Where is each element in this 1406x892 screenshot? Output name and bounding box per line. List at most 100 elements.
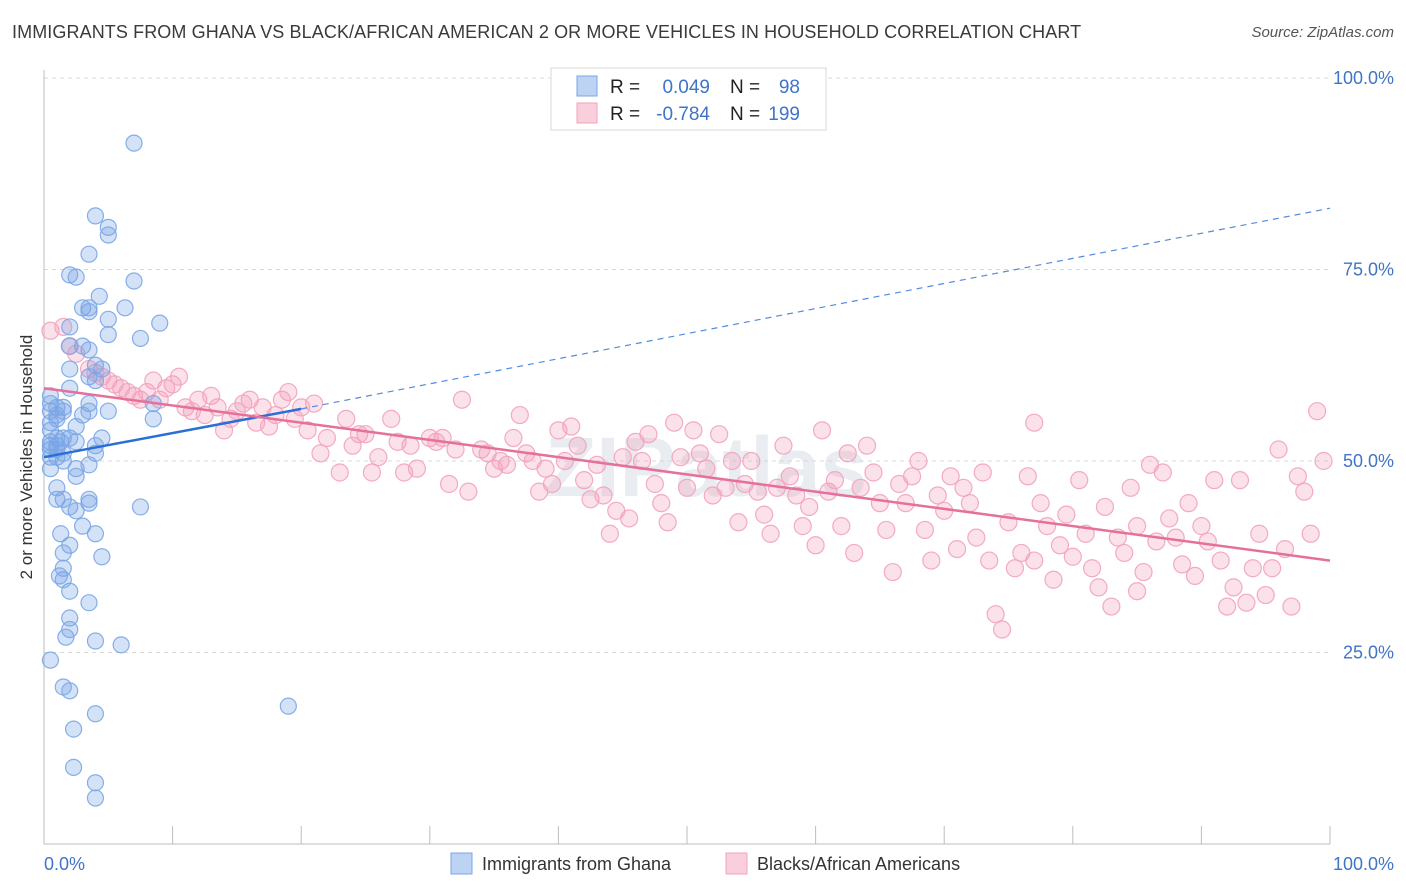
legend: Immigrants from Ghana Blacks/African Ame… xyxy=(450,852,960,875)
point-blacks xyxy=(992,620,1012,639)
point-ghana xyxy=(86,789,105,807)
point-blacks xyxy=(986,605,1005,624)
point-blacks xyxy=(1263,559,1282,578)
point-blacks xyxy=(780,467,799,486)
x-axis-ticks xyxy=(172,826,1331,844)
point-blacks xyxy=(1314,451,1333,471)
trend-lines xyxy=(43,207,1331,562)
point-ghana xyxy=(73,517,92,535)
point-blacks xyxy=(1211,551,1230,570)
point-ghana xyxy=(80,303,98,321)
point-blacks xyxy=(722,451,742,471)
y-tick-labels: 25.0% 50.0% 75.0% 100.0% xyxy=(1333,68,1394,663)
point-blacks xyxy=(1282,597,1301,616)
point-blacks xyxy=(214,421,234,440)
point-blacks xyxy=(812,421,832,440)
point-blacks xyxy=(1037,517,1057,536)
point-blacks xyxy=(1218,597,1237,616)
x-tick-label-min: 0.0% xyxy=(44,854,85,874)
point-blacks xyxy=(401,436,420,455)
point-blacks xyxy=(1308,402,1327,421)
point-ghana xyxy=(61,360,79,378)
point-blacks xyxy=(1301,524,1320,543)
point-blacks xyxy=(697,459,716,478)
y-tick-label: 50.0% xyxy=(1343,451,1394,471)
point-ghana xyxy=(279,697,297,715)
point-ghana xyxy=(80,245,98,263)
point-blacks xyxy=(652,494,671,513)
point-blacks xyxy=(1050,536,1070,555)
point-ghana xyxy=(61,379,79,397)
point-blacks xyxy=(343,436,362,455)
point-blacks xyxy=(1237,593,1256,612)
point-blacks xyxy=(870,494,890,513)
point-blacks xyxy=(1127,517,1147,536)
point-blacks xyxy=(1089,578,1108,597)
point-blacks xyxy=(202,386,221,405)
point-blacks xyxy=(1121,478,1140,497)
point-blacks xyxy=(851,478,870,497)
point-blacks xyxy=(838,444,857,463)
point-ghana xyxy=(57,628,75,646)
point-blacks xyxy=(1269,440,1288,459)
point-ghana xyxy=(80,594,98,612)
point-blacks xyxy=(1250,524,1269,543)
point-blacks xyxy=(311,444,330,463)
point-blacks xyxy=(793,517,812,536)
point-blacks xyxy=(1205,471,1224,490)
point-blacks xyxy=(774,436,793,455)
point-blacks xyxy=(973,463,992,482)
point-ghana xyxy=(61,682,79,700)
point-blacks xyxy=(1082,559,1102,578)
point-blacks xyxy=(439,474,459,494)
point-blacks xyxy=(710,425,729,444)
point-blacks xyxy=(877,520,896,540)
point-blacks xyxy=(645,474,664,494)
point-blacks xyxy=(337,409,356,428)
point-ghana xyxy=(67,502,85,520)
point-ghana xyxy=(80,341,98,359)
point-blacks xyxy=(742,451,761,471)
point-blacks xyxy=(1288,467,1307,486)
point-blacks xyxy=(729,513,748,532)
point-blacks xyxy=(536,459,555,478)
point-ghana xyxy=(54,544,72,562)
point-blacks xyxy=(1179,494,1198,513)
point-ghana xyxy=(144,410,162,428)
point-blacks xyxy=(1044,570,1063,589)
point-blacks xyxy=(941,467,960,486)
point-blacks xyxy=(915,520,935,540)
point-blacks xyxy=(902,467,922,486)
point-blacks xyxy=(562,417,581,436)
point-blacks xyxy=(169,367,189,386)
point-blacks xyxy=(1095,497,1115,517)
point-blacks xyxy=(1018,467,1037,486)
point-blacks xyxy=(716,478,735,497)
point-blacks xyxy=(922,551,941,570)
y-tick-label: 75.0% xyxy=(1343,260,1394,280)
stats-n-value-pink: 199 xyxy=(768,104,800,125)
point-blacks xyxy=(600,524,619,543)
chart-title: IMMIGRANTS FROM GHANA VS BLACK/AFRICAN A… xyxy=(12,22,1082,42)
point-ghana xyxy=(90,287,108,305)
point-blacks xyxy=(1031,494,1050,513)
point-ghana xyxy=(80,456,98,474)
point-blacks xyxy=(356,425,375,444)
point-blacks xyxy=(639,425,658,444)
x-tick-label-max: 100.0% xyxy=(1333,854,1394,874)
point-ghana xyxy=(48,490,66,508)
point-blacks xyxy=(967,528,986,547)
stats-r-value-pink: -0.784 xyxy=(656,104,710,125)
point-blacks xyxy=(298,421,317,440)
point-ghana xyxy=(67,467,85,485)
point-blacks xyxy=(1256,585,1275,605)
point-blacks xyxy=(947,539,967,559)
source-credit: Source: ZipAtlas.com xyxy=(1251,24,1394,41)
point-ghana xyxy=(41,460,60,478)
point-blacks xyxy=(832,517,851,536)
point-ghana xyxy=(131,329,150,348)
point-blacks xyxy=(279,382,298,402)
legend-label-blacks: Blacks/African Americans xyxy=(757,854,960,874)
point-blacks xyxy=(806,536,825,555)
